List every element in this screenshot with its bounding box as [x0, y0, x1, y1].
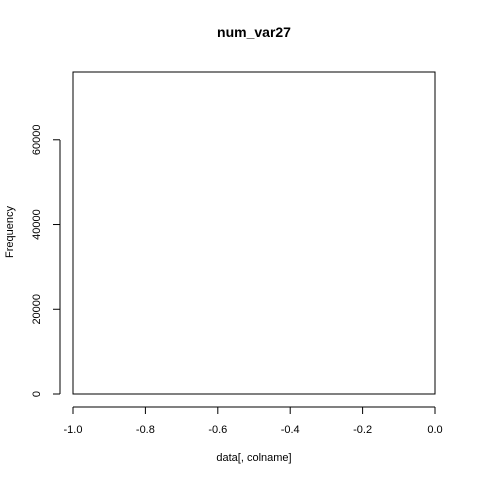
x-tick-label: 0.0: [427, 424, 442, 436]
plot-frame: [72, 71, 436, 395]
x-tick-label: -0.4: [281, 424, 300, 436]
x-axis-ticks: -1.0 -0.8 -0.6 -0.4 -0.2 0.0: [64, 407, 443, 436]
y-tick-label: 20000: [31, 294, 43, 325]
y-tick-label: 0: [31, 391, 43, 397]
y-axis-ticks: 0 20000 40000 60000: [31, 124, 60, 397]
x-axis-label: data[, colname]: [216, 452, 291, 464]
y-tick-label: 60000: [31, 124, 43, 155]
y-tick-label: 40000: [31, 209, 43, 240]
x-tick-label: -0.8: [136, 424, 155, 436]
x-tick-label: -0.2: [353, 424, 372, 436]
x-tick-label: -1.0: [64, 424, 83, 436]
chart-title: num_var27: [217, 24, 291, 40]
x-tick-label: -0.6: [208, 424, 227, 436]
y-axis-label: Frequency: [4, 206, 16, 258]
